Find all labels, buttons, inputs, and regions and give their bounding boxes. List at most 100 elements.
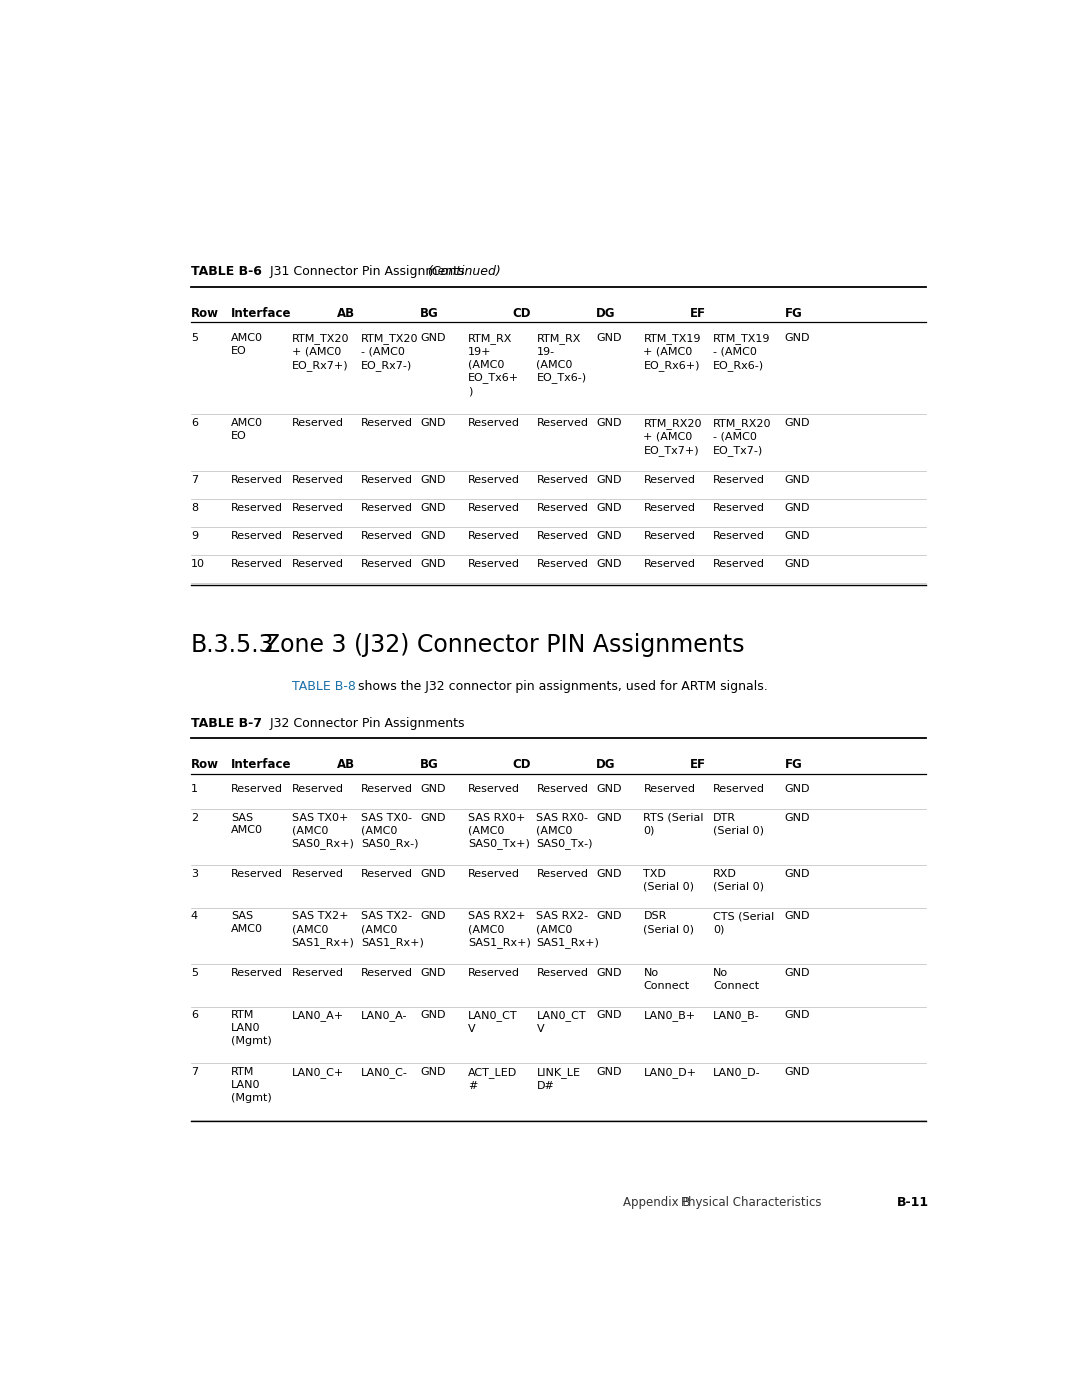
Text: GND: GND xyxy=(596,334,622,344)
Text: LAN0_C-: LAN0_C- xyxy=(362,1067,408,1078)
Text: J32 Connector Pin Assignments: J32 Connector Pin Assignments xyxy=(258,717,464,729)
Text: GND: GND xyxy=(596,1067,622,1077)
Text: Reserved: Reserved xyxy=(537,475,589,485)
Text: GND: GND xyxy=(420,968,446,978)
Text: GND: GND xyxy=(420,475,446,485)
Text: GND: GND xyxy=(596,869,622,879)
Text: AMC0
EO: AMC0 EO xyxy=(231,334,264,356)
Text: GND: GND xyxy=(784,559,810,569)
Text: GND: GND xyxy=(784,784,810,795)
Text: Reserved: Reserved xyxy=(713,559,765,569)
Text: Reserved: Reserved xyxy=(537,784,589,795)
Text: GND: GND xyxy=(420,1067,446,1077)
Text: GND: GND xyxy=(596,813,622,823)
Text: DG: DG xyxy=(596,759,616,771)
Text: LAN0_D+: LAN0_D+ xyxy=(644,1067,697,1078)
Text: B.3.5.3: B.3.5.3 xyxy=(191,633,274,658)
Text: RTM_RX20
+ (AMC0
EO_Tx7+): RTM_RX20 + (AMC0 EO_Tx7+) xyxy=(644,418,702,455)
Text: Row: Row xyxy=(191,307,219,320)
Text: Reserved: Reserved xyxy=(292,503,343,513)
Text: GND: GND xyxy=(420,559,446,569)
Text: Reserved: Reserved xyxy=(362,531,414,541)
Text: Reserved: Reserved xyxy=(231,475,283,485)
Text: GND: GND xyxy=(784,869,810,879)
Text: RTM
LAN0
(Mgmt): RTM LAN0 (Mgmt) xyxy=(231,1010,272,1046)
Text: Interface: Interface xyxy=(231,307,292,320)
Text: Reserved: Reserved xyxy=(537,418,589,429)
Text: GND: GND xyxy=(784,334,810,344)
Text: Reserved: Reserved xyxy=(713,784,765,795)
Text: GND: GND xyxy=(596,531,622,541)
Text: Reserved: Reserved xyxy=(644,531,696,541)
Text: RTM_RX
19-
(AMC0
EO_Tx6-): RTM_RX 19- (AMC0 EO_Tx6-) xyxy=(537,334,586,383)
Text: GND: GND xyxy=(420,418,446,429)
Text: GND: GND xyxy=(420,531,446,541)
Text: Reserved: Reserved xyxy=(231,531,283,541)
Text: LAN0_A+: LAN0_A+ xyxy=(292,1010,343,1021)
Text: Reserved: Reserved xyxy=(713,531,765,541)
Text: GND: GND xyxy=(596,559,622,569)
Text: Reserved: Reserved xyxy=(713,475,765,485)
Text: Reserved: Reserved xyxy=(537,531,589,541)
Text: Reserved: Reserved xyxy=(292,475,343,485)
Text: TXD
(Serial 0): TXD (Serial 0) xyxy=(644,869,694,891)
Text: Appendix B: Appendix B xyxy=(623,1196,691,1208)
Text: SAS TX2-
(AMC0
SAS1_Rx+): SAS TX2- (AMC0 SAS1_Rx+) xyxy=(362,911,424,949)
Text: DTR
(Serial 0): DTR (Serial 0) xyxy=(713,813,765,835)
Text: LAN0_CT
V: LAN0_CT V xyxy=(469,1010,518,1034)
Text: GND: GND xyxy=(596,1010,622,1020)
Text: 8: 8 xyxy=(191,503,198,513)
Text: BG: BG xyxy=(420,307,438,320)
Text: Reserved: Reserved xyxy=(362,503,414,513)
Text: Reserved: Reserved xyxy=(231,559,283,569)
Text: Reserved: Reserved xyxy=(292,869,343,879)
Text: GND: GND xyxy=(784,911,810,922)
Text: Reserved: Reserved xyxy=(713,503,765,513)
Text: AMC0
EO: AMC0 EO xyxy=(231,418,264,441)
Text: GND: GND xyxy=(596,968,622,978)
Text: GND: GND xyxy=(420,334,446,344)
Text: 4: 4 xyxy=(191,911,198,922)
Text: Reserved: Reserved xyxy=(644,503,696,513)
Text: Reserved: Reserved xyxy=(231,869,283,879)
Text: Reserved: Reserved xyxy=(469,559,521,569)
Text: SAS RX0-
(AMC0
SAS0_Tx-): SAS RX0- (AMC0 SAS0_Tx-) xyxy=(537,813,593,849)
Text: GND: GND xyxy=(784,418,810,429)
Text: Reserved: Reserved xyxy=(469,418,521,429)
Text: Reserved: Reserved xyxy=(469,531,521,541)
Text: Reserved: Reserved xyxy=(292,784,343,795)
Text: Reserved: Reserved xyxy=(292,559,343,569)
Text: Reserved: Reserved xyxy=(644,559,696,569)
Text: LINK_LE
D#: LINK_LE D# xyxy=(537,1067,580,1091)
Text: RTM_RX20
- (AMC0
EO_Tx7-): RTM_RX20 - (AMC0 EO_Tx7-) xyxy=(713,418,771,455)
Text: Physical Characteristics: Physical Characteristics xyxy=(681,1196,822,1208)
Text: 6: 6 xyxy=(191,418,198,429)
Text: Reserved: Reserved xyxy=(362,559,414,569)
Text: No
Connect: No Connect xyxy=(713,968,759,990)
Text: RTM_TX20
- (AMC0
EO_Rx7-): RTM_TX20 - (AMC0 EO_Rx7-) xyxy=(362,334,419,370)
Text: LAN0_CT
V: LAN0_CT V xyxy=(537,1010,586,1034)
Text: (Continued): (Continued) xyxy=(428,265,501,278)
Text: Reserved: Reserved xyxy=(644,475,696,485)
Text: 1: 1 xyxy=(191,784,198,795)
Text: GND: GND xyxy=(596,475,622,485)
Text: SAS RX2+
(AMC0
SAS1_Rx+): SAS RX2+ (AMC0 SAS1_Rx+) xyxy=(469,911,531,949)
Text: Reserved: Reserved xyxy=(469,784,521,795)
Text: CD: CD xyxy=(513,307,531,320)
Text: Reserved: Reserved xyxy=(469,503,521,513)
Text: 7: 7 xyxy=(191,1067,198,1077)
Text: Reserved: Reserved xyxy=(292,531,343,541)
Text: 10: 10 xyxy=(191,559,205,569)
Text: GND: GND xyxy=(784,503,810,513)
Text: No
Connect: No Connect xyxy=(644,968,689,990)
Text: 3: 3 xyxy=(191,869,198,879)
Text: EF: EF xyxy=(690,759,705,771)
Text: 6: 6 xyxy=(191,1010,198,1020)
Text: RTM_TX20
+ (AMC0
EO_Rx7+): RTM_TX20 + (AMC0 EO_Rx7+) xyxy=(292,334,349,370)
Text: CD: CD xyxy=(513,759,531,771)
Text: GND: GND xyxy=(784,1067,810,1077)
Text: LAN0_B+: LAN0_B+ xyxy=(644,1010,696,1021)
Text: SAS TX0-
(AMC0
SAS0_Rx-): SAS TX0- (AMC0 SAS0_Rx-) xyxy=(362,813,419,849)
Text: GND: GND xyxy=(784,813,810,823)
Text: SAS RX2-
(AMC0
SAS1_Rx+): SAS RX2- (AMC0 SAS1_Rx+) xyxy=(537,911,599,949)
